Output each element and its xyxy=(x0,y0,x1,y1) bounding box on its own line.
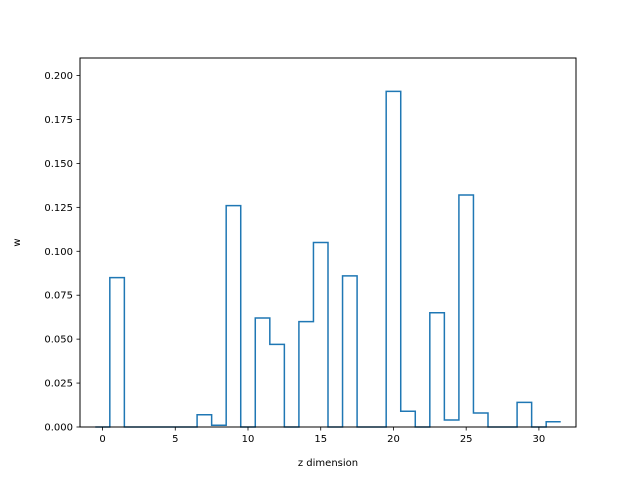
x-tick-label: 0 xyxy=(99,434,105,445)
y-axis-ticks: 0.000 0.025 0.050 0.075 0.100 0.125 0.150 0.175… xyxy=(44,71,80,434)
axes-frame xyxy=(79,57,577,428)
y-tick-label: 0.075 xyxy=(44,291,73,302)
y-tick-label: 0.100 xyxy=(44,247,73,258)
x-tick-label: 5 xyxy=(172,434,178,445)
x-tick-label: 20 xyxy=(387,434,400,445)
x-tick-label: 10 xyxy=(242,434,255,445)
y-tick-label: 0.175 xyxy=(44,115,73,126)
x-tick-label: 15 xyxy=(314,434,327,445)
x-tick-label: 30 xyxy=(533,434,546,445)
y-tick-label: 0.025 xyxy=(44,379,73,390)
y-tick-label: 0.200 xyxy=(44,71,73,82)
y-tick-label: 0.000 xyxy=(44,423,73,434)
x-axis-label: z dimension xyxy=(298,458,358,469)
x-tick-label: 25 xyxy=(460,434,473,445)
y-tick-label: 0.125 xyxy=(44,203,73,214)
y-axis-label: w xyxy=(12,238,23,246)
x-axis-ticks: 0 5 10 15 20 25 30 xyxy=(99,427,545,445)
y-tick-label: 0.150 xyxy=(44,159,73,170)
y-tick-label: 0.050 xyxy=(44,335,73,346)
